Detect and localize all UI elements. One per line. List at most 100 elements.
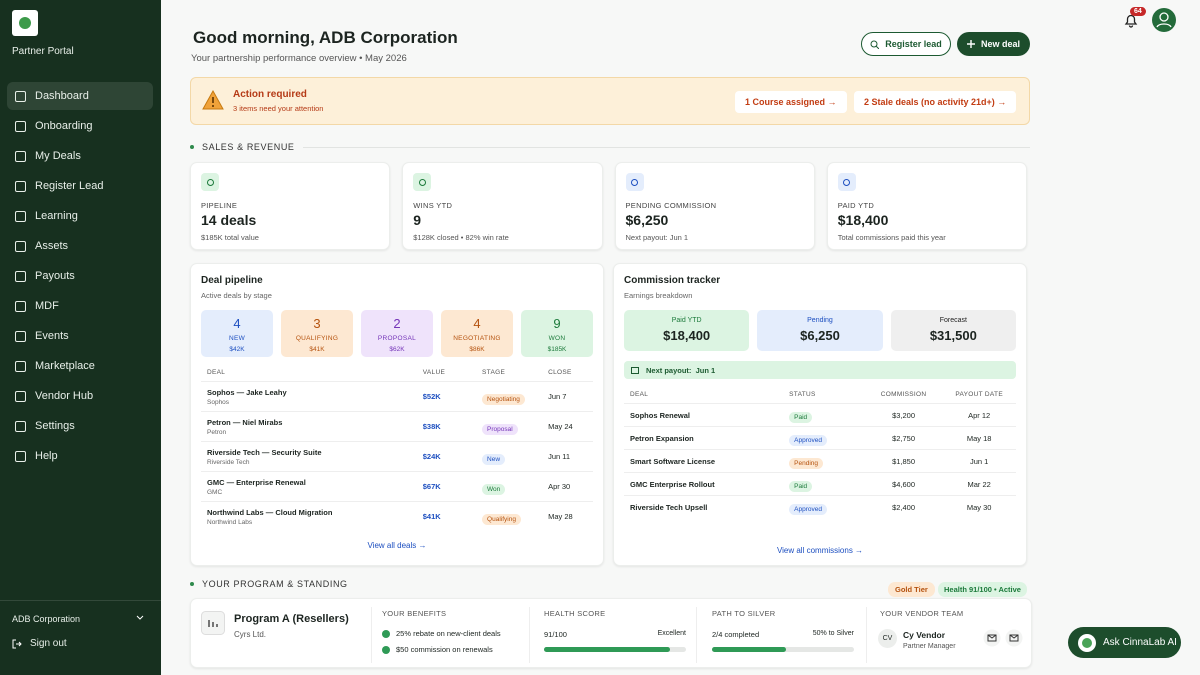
summary-label: Paid YTD — [671, 317, 702, 324]
table-row[interactable]: Petron Expansion Approved $2,750 May 18 — [624, 426, 1016, 449]
nav-item[interactable]: Events — [7, 322, 153, 350]
deal-cell: Sophos — Jake Leahy Sophos — [207, 388, 423, 406]
commission-amount: $2,400 — [892, 502, 916, 512]
nav-item[interactable]: Onboarding — [7, 112, 153, 140]
nav-item[interactable]: Dashboard — [7, 82, 153, 110]
table-row[interactable]: Smart Software License Pending $1,850 Jun 1 — [624, 449, 1016, 472]
program-name: Program A (Resellers) — [234, 613, 349, 625]
sign-out[interactable]: Sign out — [12, 638, 67, 649]
payout-date: Jun 1 — [969, 456, 989, 466]
subtitle: Your partnership performance overview • … — [191, 53, 407, 64]
alert-action[interactable]: 1 Course assigned → — [735, 91, 847, 113]
nav-item[interactable]: Register Lead — [7, 172, 153, 200]
stage-cell: New — [482, 448, 548, 466]
nav-item[interactable]: Vendor Hub — [7, 382, 153, 410]
table-row[interactable]: Petron — Niel Mirabs Petron $38K Proposal Ma… — [201, 411, 593, 441]
email-button[interactable] — [1005, 629, 1023, 647]
status-cell: Approved — [789, 429, 859, 447]
stage-amount: $185K — [547, 346, 567, 353]
stage-box[interactable]: 4 NEW $42K — [201, 310, 273, 357]
stat-value: 14 deals — [201, 212, 257, 228]
notification-badge: 64 — [1130, 7, 1146, 16]
status-pill: Paid — [789, 481, 813, 492]
close-date: May 28 — [548, 512, 573, 521]
stage-box[interactable]: 3 QUALIFYING $41K — [281, 310, 353, 357]
check-icon — [382, 629, 390, 638]
column-header: STATUS — [789, 391, 816, 398]
alert-action[interactable]: 2 Stale deals (no activity 21d+) → — [854, 91, 1017, 113]
icon — [15, 240, 26, 252]
stage-amount: $42K — [229, 346, 245, 353]
column-header: DEAL — [630, 391, 649, 398]
icon — [15, 420, 26, 432]
nav-label: Payouts — [35, 270, 75, 282]
program-card: Program A (Resellers) Cyrs Ltd. YOUR BEN… — [190, 598, 1032, 668]
nav-label: Learning — [35, 210, 78, 222]
deal-company: Northwind Labs — [207, 518, 253, 526]
new-deal-button[interactable]: New deal — [957, 32, 1030, 56]
nav-item[interactable]: Payouts — [7, 262, 153, 290]
nav-item[interactable]: Help — [7, 442, 153, 470]
table-header: DEAL VALUE STAGE CLOSE — [201, 369, 593, 381]
nav-label: Assets — [35, 240, 69, 252]
stat-card: PAID YTD $18,400 Total commissions paid th… — [826, 162, 1027, 250]
stage-count: 9 — [553, 316, 561, 331]
nav-item[interactable]: Assets — [7, 232, 153, 260]
nav-item[interactable]: MDF — [7, 292, 153, 320]
deal-name: Riverside Tech Upsell — [630, 502, 708, 512]
register-lead-button[interactable]: Register lead — [861, 32, 951, 56]
column-title: HEALTH SCORE — [544, 609, 606, 618]
nav-item[interactable]: Settings — [7, 412, 153, 440]
payout-date: Apr 12 — [968, 410, 991, 420]
nav-label: Vendor Hub — [35, 390, 94, 402]
avatar[interactable] — [1152, 8, 1176, 32]
nav-item[interactable]: Marketplace — [7, 352, 153, 380]
summary-value: $18,400 — [663, 328, 711, 343]
label: Register lead — [885, 39, 942, 49]
column-header: CLOSE — [548, 369, 572, 376]
stage-cell: Qualifying — [482, 508, 548, 526]
stat-card: PENDING COMMISSION $6,250 Next payout: Jun… — [614, 162, 815, 250]
summary-label: Forecast — [939, 317, 967, 324]
stage-box[interactable]: 4 NEGOTIATING $86K — [441, 310, 513, 357]
table-row[interactable]: Northwind Labs — Cloud Migration Northwin… — [201, 501, 593, 531]
divider — [371, 607, 372, 663]
table-row[interactable]: GMC Enterprise Rollout Paid $4,600 Mar 22 — [624, 472, 1016, 495]
deal-value: $38K — [422, 422, 441, 431]
table-row[interactable]: Sophos — Jake Leahy Sophos $52K Negotiating… — [201, 381, 593, 411]
card-title: Commission tracker — [624, 275, 721, 286]
table-row[interactable]: Sophos Renewal Paid $3,200 Apr 12 — [624, 403, 1016, 426]
table-row[interactable]: GMC — Enterprise Renewal GMC $67K Won Apr 30 — [201, 471, 593, 501]
table-header: DEAL STATUS COMMISSION PAYOUT DATE — [624, 391, 1016, 403]
deal-company: Riverside Tech — [207, 458, 250, 466]
table-row[interactable]: Riverside Tech — Security Suite Riverside… — [201, 441, 593, 471]
icon — [15, 360, 26, 372]
nav-item[interactable]: My Deals — [7, 142, 153, 170]
view-all-deals[interactable]: View all deals → — [367, 541, 427, 550]
nav-item[interactable]: Learning — [7, 202, 153, 230]
stat-cards: PIPELINE 14 deals $185K total value WINS YT… — [190, 162, 1027, 250]
assistant-button[interactable]: Ask CinnaLab AI — [1068, 627, 1181, 658]
deal-name: Northwind Labs — Cloud Migration — [207, 507, 333, 517]
program-company: Cyrs Ltd. — [234, 630, 267, 639]
bell-icon[interactable] — [1123, 12, 1139, 28]
deals-table: DEAL VALUE STAGE CLOSE Sophos — Jake Leahy So… — [201, 369, 593, 531]
stage-summary: 4 NEW $42K 3 QUALIFYING $41K 2 PROPOSAL $62K 4 NEG… — [201, 310, 593, 357]
email-button[interactable] — [983, 629, 1001, 647]
stage-box[interactable]: 2 PROPOSAL $62K — [361, 310, 433, 357]
health-rating: Excellent — [657, 630, 686, 637]
column-header: VALUE — [422, 369, 446, 376]
table-row[interactable]: Riverside Tech Upsell Approved $2,400 May 3… — [624, 495, 1016, 518]
icon — [15, 180, 26, 192]
account-switch[interactable]: ADB Corporation — [12, 614, 144, 624]
view-all-commissions[interactable]: View all commissions → — [776, 546, 864, 555]
status-pill: Pending — [789, 458, 824, 469]
stage-amount: $86K — [469, 346, 485, 353]
divider — [696, 607, 697, 663]
stage-box[interactable]: 9 WON $185K — [521, 310, 593, 357]
commission-table: DEAL STATUS COMMISSION PAYOUT DATE Sophos Re… — [624, 391, 1016, 518]
next-payout-label: Next payout: Jun 1 — [646, 365, 716, 375]
divider — [529, 607, 530, 663]
nav-label: Events — [35, 330, 69, 342]
